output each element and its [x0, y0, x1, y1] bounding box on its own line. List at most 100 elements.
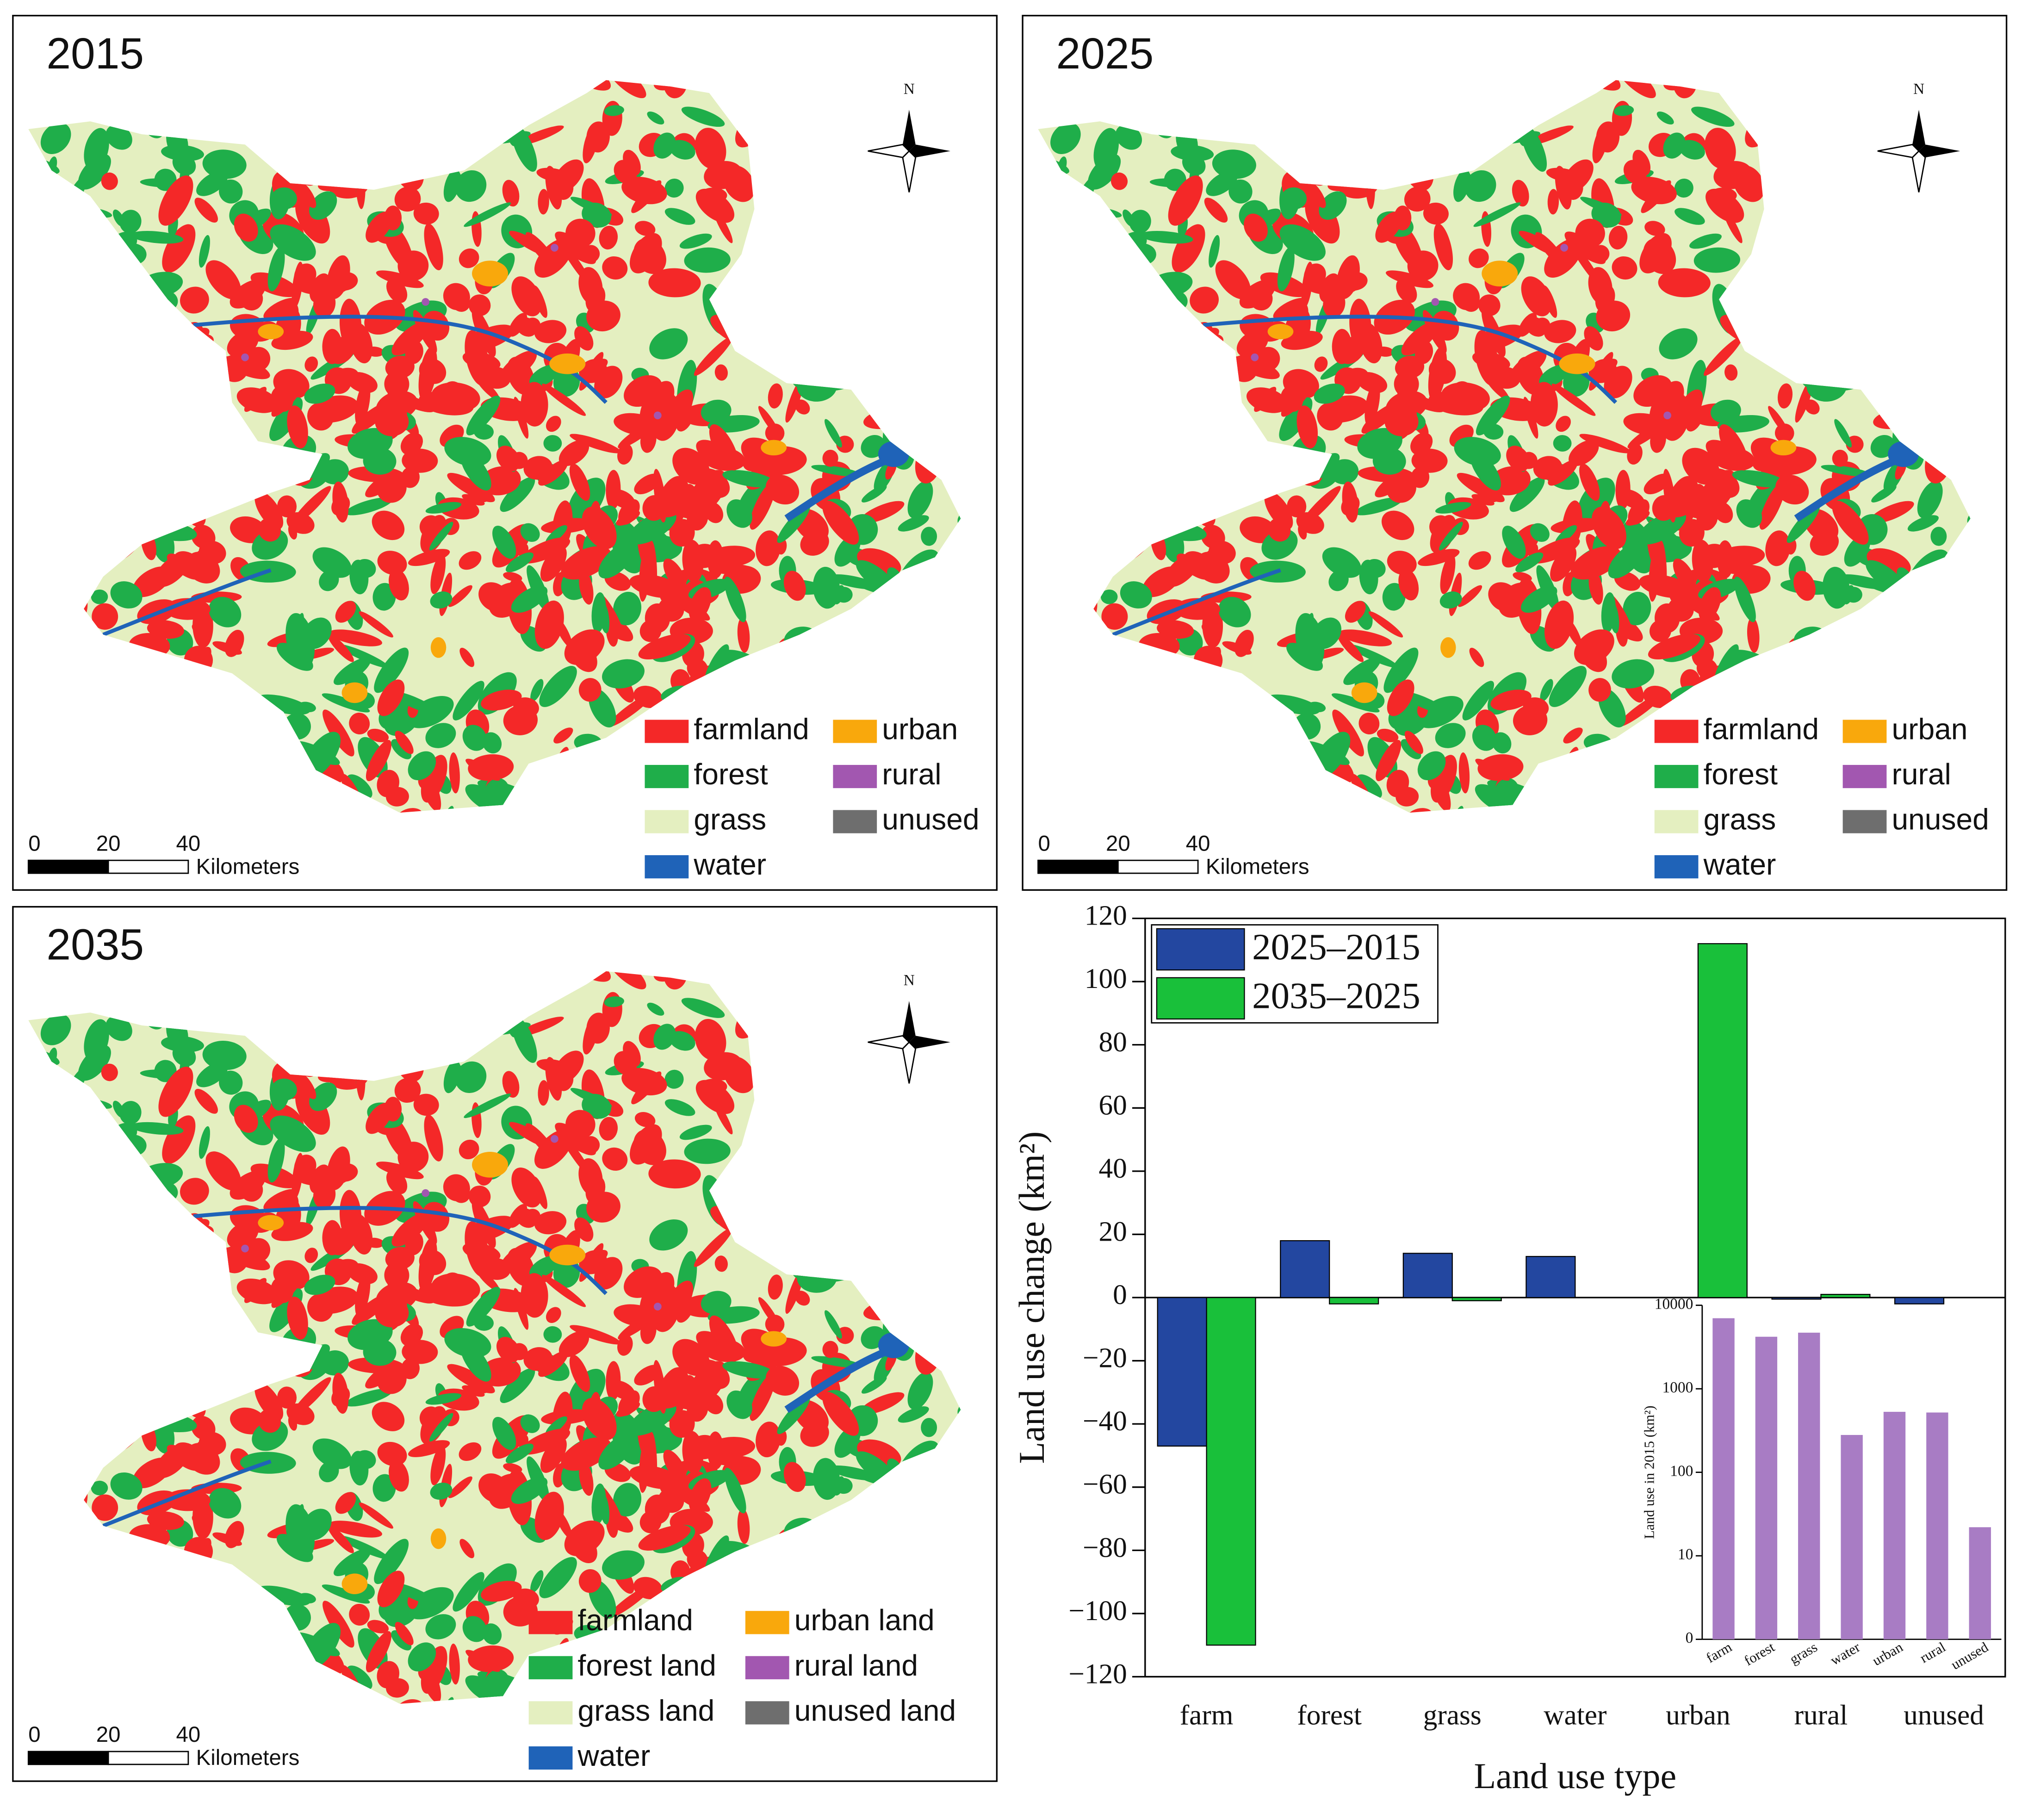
legend-label: water [693, 848, 766, 881]
x-tick-label: urban [1666, 1700, 1730, 1731]
legend-label: farmland [694, 712, 809, 745]
legend-swatch [1654, 855, 1699, 879]
y-tick-label: 60 [1099, 1089, 1127, 1121]
inset-x-tick-label: urban [1870, 1639, 1905, 1669]
bar [1697, 943, 1748, 1298]
scale-bar [1117, 859, 1199, 874]
y-tick-label: 120 [1085, 900, 1127, 932]
x-tick-label: farm [1180, 1700, 1234, 1731]
bar [1820, 1294, 1871, 1298]
x-axis-label: Land use type [1474, 1756, 1676, 1796]
legend-swatch [833, 764, 877, 789]
inset-bar [1969, 1527, 1991, 1640]
scale-label: 0 [1038, 831, 1050, 856]
y-tick-label: −60 [1083, 1469, 1127, 1500]
legend-label: unused land [794, 1694, 956, 1727]
north-label: N [904, 81, 915, 98]
legend-swatch [528, 1746, 573, 1770]
legend-label: forest [1704, 758, 1778, 791]
legend-label: forest land [578, 1649, 716, 1682]
scale-label: 40 [176, 831, 201, 856]
bar [1329, 1297, 1379, 1304]
legend-swatch [645, 855, 689, 879]
y-tick-label: 100 [1085, 963, 1127, 994]
scale-label: 20 [96, 1722, 121, 1747]
inset-x-tick-label: grass [1787, 1639, 1820, 1667]
scale-unit: Kilometers [196, 1745, 300, 1770]
inset-x-tick-label: forest [1742, 1639, 1778, 1669]
legend-swatch [1842, 764, 1887, 789]
scale-bar [1037, 859, 1119, 874]
bar [1451, 1297, 1502, 1301]
legend-label: rural [1892, 758, 1951, 791]
scale-bar [107, 859, 189, 874]
legend-swatch [528, 1656, 573, 1679]
y-tick-label: 40 [1099, 1153, 1127, 1184]
legend-swatch [1654, 810, 1699, 833]
scale-label: 40 [1186, 831, 1210, 856]
inset-y-tick-label: 10000 [1655, 1295, 1693, 1312]
inset-bar [1883, 1411, 1906, 1640]
y-tick-label: 80 [1099, 1026, 1127, 1058]
legend-label: farmland [578, 1603, 693, 1637]
x-tick-label: water [1544, 1700, 1606, 1731]
bar [1157, 1297, 1207, 1447]
inset-x-tick-label: water [1828, 1639, 1863, 1668]
bar [1206, 1297, 1256, 1646]
y-tick-label: −80 [1083, 1532, 1127, 1563]
scale-label: 40 [176, 1722, 201, 1747]
inset-bar [1755, 1336, 1778, 1640]
scale-label: 20 [96, 831, 121, 856]
legend-swatch [833, 810, 877, 833]
x-tick-label: unused [1904, 1700, 1984, 1731]
north-label: N [904, 972, 915, 989]
map-title: 2035 [46, 920, 144, 969]
legend-label: 2025–2015 [1252, 926, 1420, 968]
bar [1894, 1297, 1945, 1304]
bar [1771, 1297, 1822, 1300]
legend-swatch [833, 720, 877, 743]
map-title: 2015 [46, 29, 144, 78]
bar [1280, 1240, 1330, 1298]
scale-label: 0 [28, 1722, 40, 1747]
legend-swatch [645, 764, 689, 789]
legend-swatch [1842, 720, 1887, 743]
legend-swatch [645, 720, 689, 743]
scale-label: 20 [1106, 831, 1130, 856]
inset-y-axis-label: Land use in 2015 (km²) [1641, 1405, 1657, 1539]
bar [1526, 1256, 1576, 1298]
inset-y-tick-label: 10 [1678, 1546, 1693, 1563]
legend-label: forest [694, 758, 768, 791]
legend-swatch [745, 1701, 789, 1725]
inset-x-tick-label: rural [1917, 1639, 1948, 1666]
inset-y-tick-label: 1000 [1662, 1379, 1693, 1396]
scale-label: 0 [28, 831, 40, 856]
legend-swatch [528, 1701, 573, 1725]
legend-swatch [745, 1611, 789, 1634]
legend-label: urban land [794, 1603, 935, 1637]
legend-swatch [745, 1656, 789, 1679]
legend-label: grass [694, 803, 766, 836]
inset-x-tick-label: farm [1704, 1639, 1735, 1666]
legend-swatch [1156, 928, 1245, 971]
y-tick-label: −40 [1083, 1405, 1127, 1437]
bar [1402, 1253, 1453, 1298]
legend-label: grass land [578, 1694, 715, 1727]
legend-swatch [1654, 720, 1699, 743]
north-label: N [1913, 81, 1924, 98]
y-tick-label: 0 [1113, 1279, 1127, 1311]
scale-bar [27, 1751, 109, 1765]
legend-swatch [1654, 764, 1699, 789]
y-tick-label: −20 [1083, 1342, 1127, 1374]
inset-bar [1841, 1435, 1863, 1640]
inset-y-tick-label: 0 [1686, 1629, 1693, 1646]
legend-label: rural [882, 758, 941, 791]
legend-swatch [1156, 977, 1245, 1020]
legend-label: 2035–2025 [1252, 975, 1420, 1017]
map-title: 2025 [1056, 29, 1154, 78]
legend-label: unused [882, 803, 979, 836]
scale-bar [27, 859, 109, 874]
